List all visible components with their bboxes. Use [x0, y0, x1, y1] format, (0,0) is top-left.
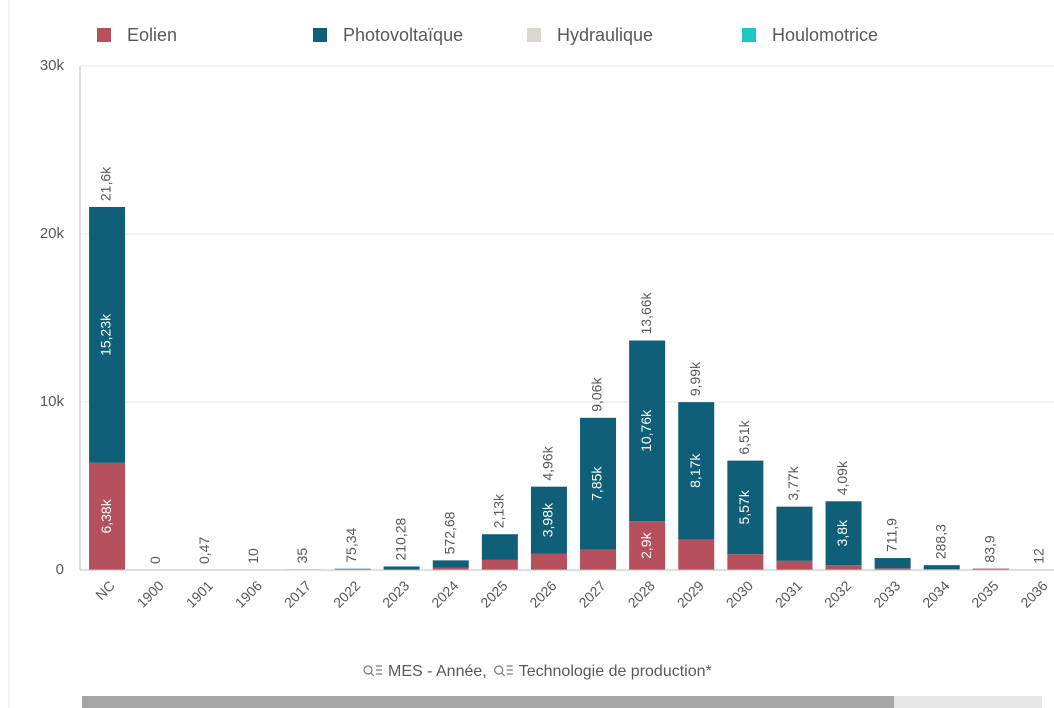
bar-segment [629, 340, 666, 522]
legend-label: Houlomotrice [772, 25, 878, 45]
segment-label: 3,98k [540, 502, 556, 537]
x-tick-label: 2035 [968, 577, 1001, 610]
total-label: 0,47 [196, 537, 212, 564]
x-tick-label: 2023 [379, 577, 412, 610]
bar-segment [727, 554, 764, 570]
x-tick-label: 1900 [134, 577, 167, 610]
total-label: 4,09k [834, 460, 850, 495]
legend-label: Eolien [127, 25, 177, 45]
total-label: 10 [245, 548, 261, 564]
y-tick-label: 30k [40, 57, 65, 74]
segment-label: 7,85k [589, 466, 605, 501]
segment-label: 3,8k [834, 519, 850, 546]
sort-icon [494, 665, 513, 677]
total-label: 12 [1031, 548, 1047, 564]
x-tick-label: 2036 [1017, 577, 1050, 610]
bar-segment [89, 206, 126, 463]
segment-label: 2,9k [638, 531, 654, 558]
bar-segment [432, 560, 469, 568]
x-tick-label: 2028 [625, 577, 658, 610]
bar-segment [678, 539, 715, 570]
x-tick-label: 1901 [183, 577, 216, 610]
y-tick-label: 10k [40, 393, 65, 410]
bar-segment [334, 568, 371, 570]
total-label: 9,99k [687, 361, 703, 396]
bar-segment [874, 568, 911, 570]
x-tick-label: 2017 [281, 577, 314, 610]
x-tick-label: 2025 [477, 577, 510, 610]
x-tick-label: 2029 [674, 577, 707, 610]
total-label: 3,77k [785, 465, 801, 500]
x-tick-label: 1906 [232, 577, 265, 610]
legend-swatch [97, 28, 111, 42]
total-label: 21,6k [98, 166, 114, 201]
total-label: 83,9 [982, 535, 998, 562]
total-label: 288,3 [932, 524, 948, 559]
bar-segment [972, 568, 1009, 570]
total-label: 9,06k [589, 377, 605, 412]
y-tick-label: 20k [40, 225, 65, 242]
x-tick-label: 2024 [428, 577, 461, 610]
x-tick-label: 2026 [526, 577, 559, 610]
bar-segment [481, 559, 518, 570]
total-label: 210,28 [392, 517, 408, 560]
total-label: 2,13k [491, 493, 507, 528]
bar-segment [383, 566, 420, 570]
bar-segment [825, 501, 862, 566]
y-tick-label: 0 [56, 561, 64, 578]
bar-segment [432, 567, 469, 570]
bar-segment [580, 417, 617, 550]
sort-icon [363, 665, 382, 677]
segment-label: 10,76k [638, 409, 654, 452]
x-tick-label: 2033 [870, 577, 903, 610]
bar-segment [678, 402, 715, 540]
bar-segment [727, 460, 764, 555]
bar-segment [629, 521, 666, 570]
total-label: 4,96k [540, 445, 556, 480]
total-label: 35 [294, 548, 310, 564]
total-label: 711,9 [883, 518, 899, 552]
legend-label: Photovoltaïque [343, 25, 463, 45]
x-label-part: Technologie de production* [519, 663, 712, 680]
bar-segment [89, 462, 126, 570]
bar-segment [580, 549, 617, 570]
scrollbar-thumb[interactable] [82, 696, 894, 708]
x-tick-label: 2022 [330, 577, 363, 610]
legend-swatch [742, 28, 756, 42]
legend-swatch [527, 28, 541, 42]
bar-segment [825, 565, 862, 570]
bar-segment [776, 560, 813, 570]
total-label: 75,34 [343, 527, 359, 562]
total-label: 13,66k [638, 291, 654, 334]
bar-segment [530, 553, 567, 570]
x-label-part: MES - Année, [388, 663, 487, 680]
legend-label: Hydraulique [557, 25, 653, 45]
segment-label: 6,38k [98, 498, 114, 533]
legend-swatch [313, 28, 327, 42]
x-tick-label: 2031 [772, 577, 805, 610]
bar-segment [923, 565, 960, 570]
bar-segment [776, 506, 813, 561]
x-tick-label: NC [92, 577, 118, 603]
x-tick-label: 2034 [919, 577, 952, 610]
x-tick-label: 2027 [575, 577, 608, 610]
bar-segment [481, 534, 518, 560]
total-label: 572,68 [441, 511, 457, 554]
segment-label: 8,17k [687, 453, 703, 488]
segment-label: 15,23k [98, 313, 114, 356]
bar-segment [530, 486, 567, 554]
bar-segment [874, 558, 911, 569]
total-label: 6,51k [736, 419, 752, 454]
total-label: 0 [147, 556, 163, 564]
x-tick-label: 2032 [821, 577, 854, 610]
segment-label: 5,57k [736, 489, 752, 524]
x-label: MES - Année, Technologie de production* [363, 663, 712, 680]
x-tick-label: 2030 [723, 577, 756, 610]
